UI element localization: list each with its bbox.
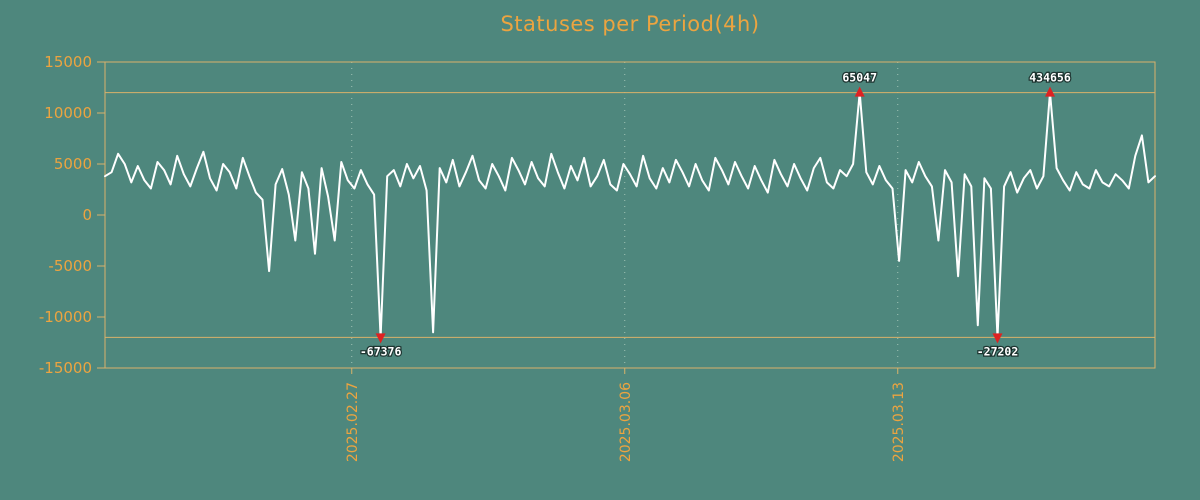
y-tick-label: -15000 (39, 359, 92, 377)
peak-marker-up-icon (854, 86, 865, 97)
y-tick-label: 15000 (44, 53, 92, 71)
y-tick-label: -5000 (48, 257, 92, 275)
chart-title: Statuses per Period(4h) (500, 12, 760, 36)
peak-value-label: 434656 (1029, 71, 1071, 85)
x-tick-label: 2025.03.13 (891, 382, 907, 462)
plot-frame (104, 61, 1156, 369)
y-tick-label: -10000 (39, 308, 92, 326)
peak-value-label: 65047 (842, 71, 877, 85)
statuses-series-line (104, 91, 1156, 339)
peak-value-label: -67376 (360, 344, 402, 358)
peak-marker-up-icon (1045, 86, 1055, 97)
y-tick-label: 5000 (54, 155, 92, 173)
x-tick-label: 2025.03.06 (618, 382, 634, 462)
y-tick-label: 0 (82, 206, 92, 224)
x-tick-label: 2025.02.27 (345, 382, 361, 462)
peak-marker-down-icon (992, 333, 1003, 344)
y-tick-label: 10000 (44, 104, 92, 122)
peak-value-label: -27202 (977, 344, 1019, 358)
peak-marker-down-icon (375, 333, 386, 344)
